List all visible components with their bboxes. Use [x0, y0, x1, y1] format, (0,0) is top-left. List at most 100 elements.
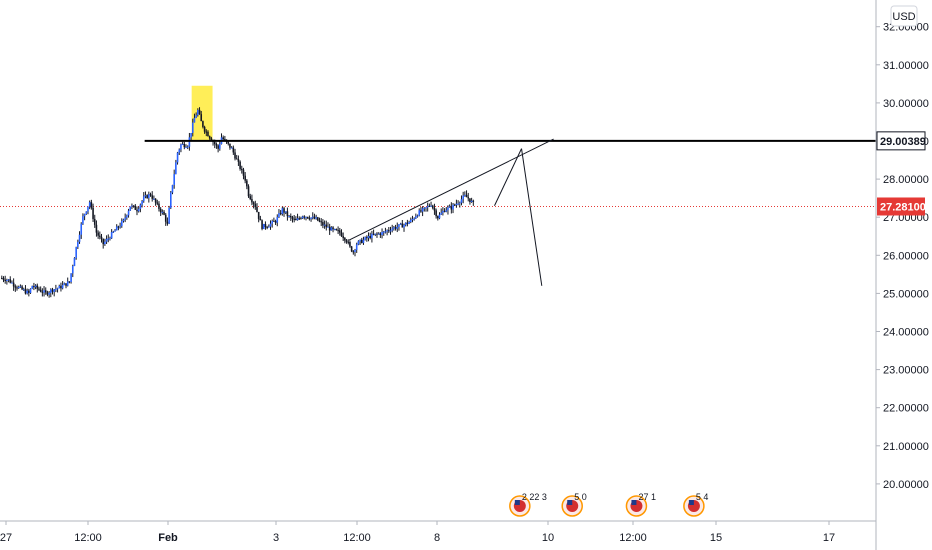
candle-body [349, 242, 351, 247]
candle-body [55, 288, 57, 290]
time-axis-label: 8 [434, 532, 440, 544]
candle-body [102, 238, 104, 245]
candle-body [403, 224, 405, 228]
candle-body [279, 213, 282, 215]
candle-body [371, 233, 373, 239]
candle-body [61, 285, 64, 289]
candle-body [171, 185, 174, 193]
candle-body [34, 285, 37, 288]
price-axis[interactable]: 32.0000031.0000030.0000029.0000028.00000… [875, 0, 929, 550]
price-axis-label: 28.00000 [883, 174, 929, 186]
candle-body [46, 292, 49, 295]
candle-body [88, 202, 91, 207]
candle-body [26, 290, 28, 294]
candle-body [75, 247, 77, 258]
candle-body [50, 289, 52, 293]
candle-body [163, 211, 165, 215]
last-price-tag-label: 27.28100 [880, 201, 926, 213]
candle-body [453, 204, 456, 206]
candle-body [311, 216, 314, 218]
event-badge-label: 2 22 3 [522, 492, 547, 502]
candle-body [178, 149, 181, 153]
candle-body [404, 222, 407, 225]
candle-body [301, 216, 304, 219]
candle-body [110, 232, 113, 239]
candle-body [156, 202, 159, 204]
candle-body [87, 206, 89, 212]
us-flag-canton [514, 500, 520, 505]
candle-body [357, 241, 360, 245]
candle-body [295, 218, 297, 221]
candle-body [70, 273, 72, 282]
candle-body [181, 144, 184, 146]
highlight-rectangle[interactable] [191, 85, 213, 141]
candle-body [195, 115, 197, 118]
candle-body [139, 204, 142, 209]
candle-body [472, 200, 475, 202]
trendline[interactable] [348, 138, 554, 241]
time-axis-label: 12:00 [619, 532, 647, 544]
candle-body [219, 144, 221, 149]
candle-body [359, 239, 361, 242]
candle-body [293, 218, 295, 220]
candle-body [2, 278, 5, 280]
currency-button[interactable]: USD [890, 5, 918, 27]
time-axis[interactable]: 27 12:00 Feb 3 12:00 8 10 12:00 15 17 [0, 520, 876, 544]
candle-body [119, 226, 121, 228]
candle-body [247, 186, 250, 197]
candle-body [413, 218, 415, 220]
candle-body [131, 205, 133, 207]
candle-body [347, 241, 350, 243]
candle-body [73, 257, 76, 267]
candle-body [430, 205, 432, 207]
time-axis-label: 12:00 [343, 532, 371, 544]
candle-body [127, 210, 130, 216]
candle-body [306, 216, 309, 219]
candle-body [330, 227, 333, 231]
candle-body [437, 216, 439, 219]
candle-body [205, 131, 208, 133]
candle-body [22, 289, 25, 291]
candle-body [303, 216, 306, 218]
candle-body [124, 217, 126, 220]
candle-body [376, 233, 378, 235]
candle-body [423, 207, 426, 209]
candle-body [90, 202, 93, 208]
candle-body [318, 220, 321, 222]
candle-body [190, 132, 192, 138]
candle-body [420, 210, 422, 212]
candle-body [80, 223, 83, 235]
candle-body [268, 226, 270, 228]
candle-body [317, 217, 319, 221]
candle-body [320, 221, 323, 223]
candle-body [435, 210, 437, 217]
candle-body [342, 236, 344, 238]
candle-body [16, 287, 18, 289]
candle-body [469, 198, 471, 203]
candle-body [271, 220, 273, 224]
trendline[interactable] [521, 148, 543, 286]
candle-body [393, 227, 395, 229]
candle-body [82, 216, 84, 224]
candle-body [142, 196, 145, 202]
candle-body [278, 213, 280, 217]
price-axis-label: 24.00000 [883, 327, 929, 339]
plot-area[interactable]: 2 22 3 5 0 27 1 5 4 [0, 85, 876, 517]
candle-body [202, 121, 204, 127]
economic-event-badge[interactable]: 5 4 [683, 492, 709, 517]
candle-body [77, 241, 79, 248]
candle-body [262, 223, 265, 229]
economic-event-badge[interactable]: 27 1 [625, 492, 656, 517]
candle-body [447, 207, 449, 211]
candle-body [126, 215, 128, 218]
candle-body [360, 239, 363, 243]
candle-body [193, 117, 196, 123]
candle-body [78, 234, 81, 242]
candle-body [460, 199, 463, 203]
candle-body [252, 202, 255, 205]
economic-event-badge[interactable]: 5 0 [561, 492, 587, 517]
trendline[interactable] [494, 148, 522, 206]
economic-event-badge[interactable]: 2 22 3 [509, 492, 547, 517]
candle-body [208, 136, 211, 139]
